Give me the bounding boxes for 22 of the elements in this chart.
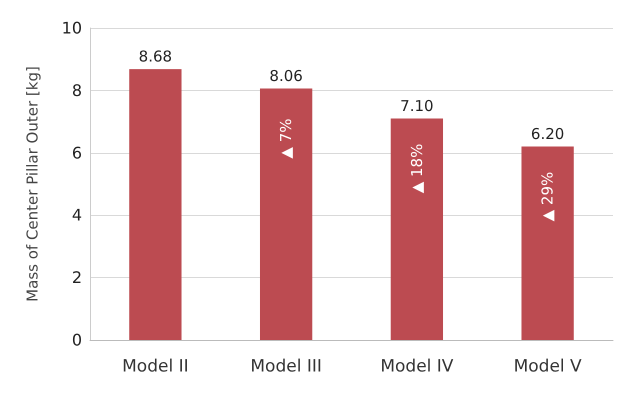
y-tick-label: 4 — [72, 206, 82, 225]
annotation: ▲ 7% — [277, 118, 296, 159]
bar — [390, 118, 444, 340]
bar — [129, 69, 182, 340]
annotation: ▲ 18% — [408, 144, 426, 194]
y-tick-label: 10 — [62, 18, 82, 38]
y-axis-title: Mass of Center Pillar Outer [kg] — [24, 66, 42, 302]
y-tick-label: 2 — [72, 268, 82, 288]
x-tick-label: Model V — [514, 356, 582, 376]
x-tick-label: Model III — [250, 356, 322, 376]
data-label: 8.68 — [138, 48, 172, 66]
data-label: 6.20 — [530, 125, 564, 144]
x-tick-label: Model IV — [380, 356, 454, 376]
x-tick-label: Model II — [122, 356, 189, 376]
data-label: 8.06 — [269, 67, 303, 86]
y-tick-label: 0 — [72, 330, 82, 350]
bar — [260, 88, 312, 340]
y-tick-label: 6 — [72, 143, 82, 162]
data-label: 7.10 — [400, 96, 434, 115]
annotation: ▲ 29% — [538, 172, 557, 222]
y-tick-label: 8 — [72, 80, 82, 100]
bar — [521, 146, 574, 340]
